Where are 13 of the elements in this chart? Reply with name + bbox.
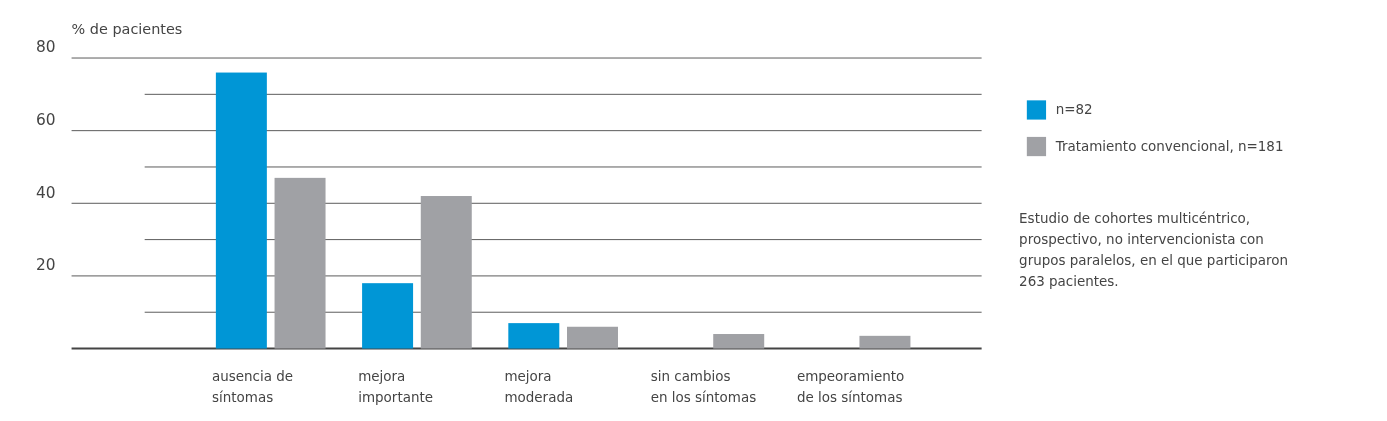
text: Estudio de cohortes multicéntrico, prospectivo, no intervencionista con grupos paralelos, en el que participaron 263 pacientes. — [1019, 210, 1289, 290]
legend-label: n=82 — [1055, 101, 1093, 117]
x-tick-label: empeoramiento de los síntomas — [796, 369, 905, 406]
x-tick-label: sin cambios en los síntomas — [650, 369, 757, 406]
x-tick-label: mejora moderada — [504, 369, 574, 406]
y-tick-label: 20 — [35, 256, 56, 275]
x-tick-label: mejora importante — [358, 369, 433, 406]
x-tick-label: ausencia de síntomas — [212, 369, 294, 406]
y-tick-label: 60 — [35, 110, 56, 129]
legend-label: Tratamiento convencional, n=181 — [1054, 138, 1284, 154]
y-axis-title: % de pacientes — [71, 20, 183, 37]
y-tick-label: 40 — [35, 183, 56, 202]
y-tick-label: 80 — [35, 38, 56, 57]
